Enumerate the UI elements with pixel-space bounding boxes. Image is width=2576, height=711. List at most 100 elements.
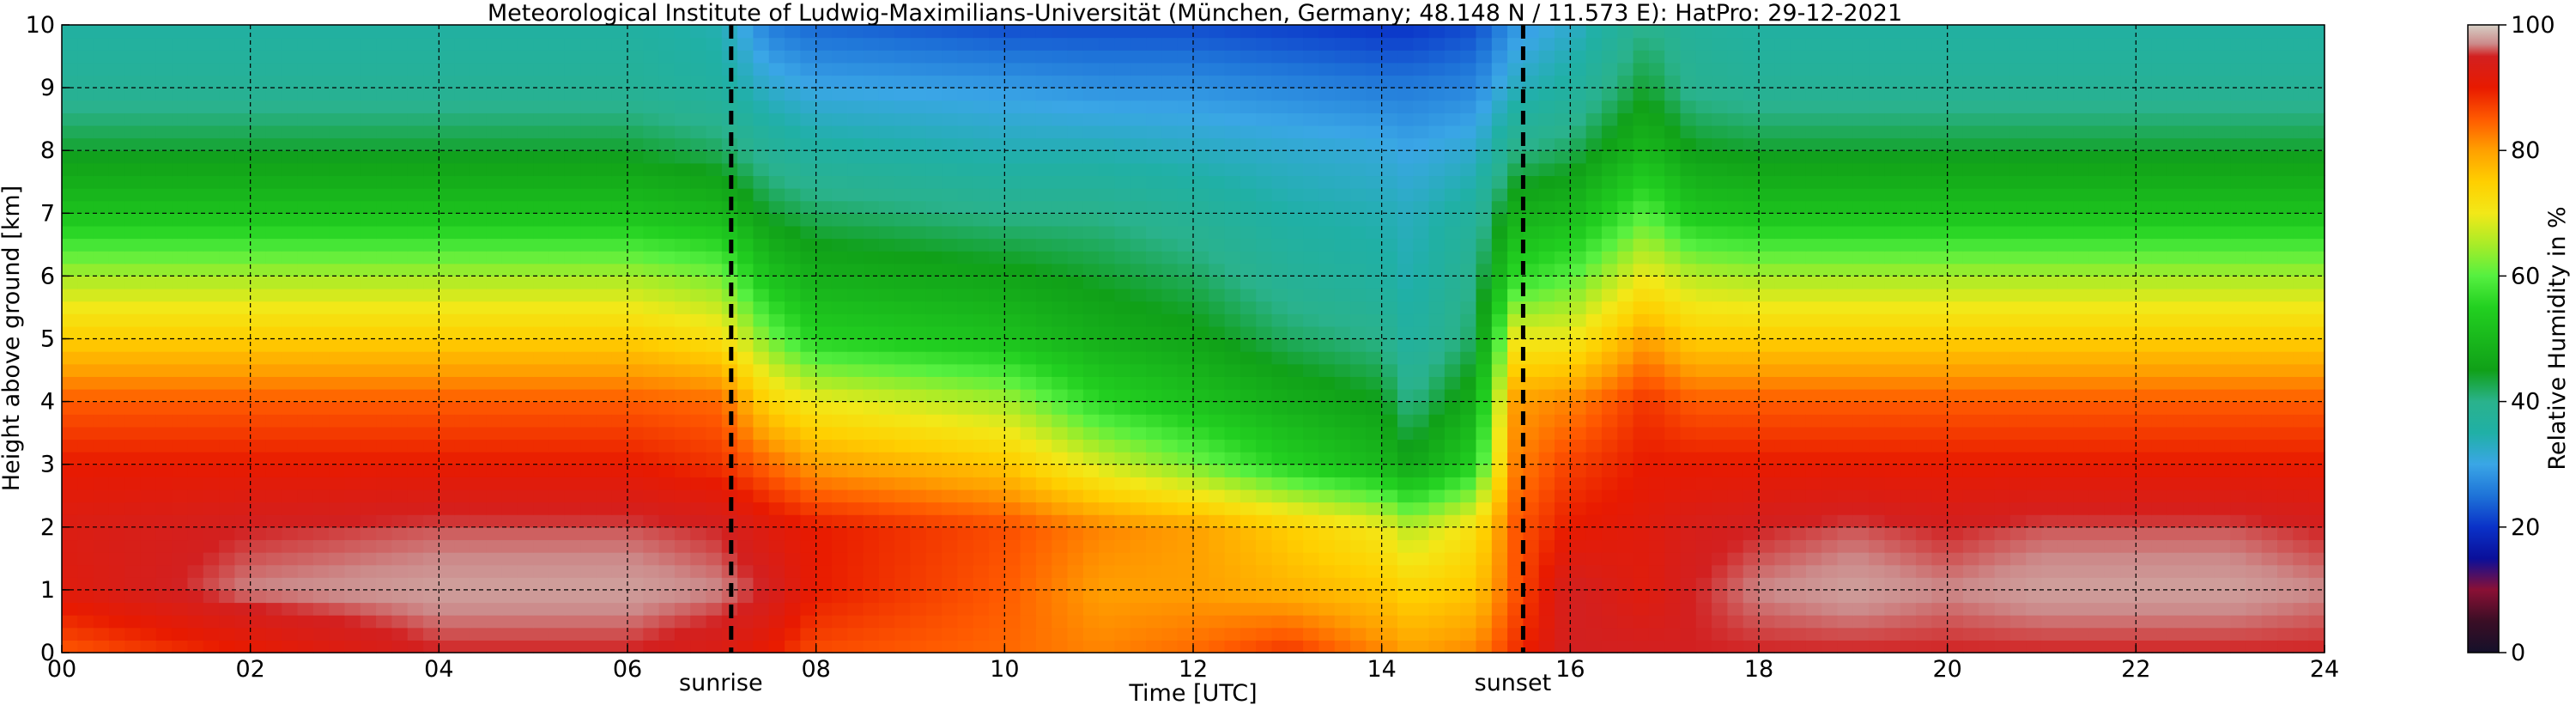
heatmap-cell bbox=[1869, 364, 1885, 377]
heatmap-cell bbox=[62, 590, 78, 603]
heatmap-cell bbox=[1900, 239, 1917, 252]
heatmap-cell bbox=[753, 489, 769, 502]
heatmap-cell bbox=[1146, 351, 1162, 364]
heatmap-cell bbox=[989, 264, 1005, 276]
heatmap-cell bbox=[706, 313, 723, 326]
heatmap-cell bbox=[1366, 376, 1382, 389]
heatmap-cell bbox=[391, 577, 408, 590]
heatmap-cell bbox=[533, 226, 549, 239]
heatmap-cell bbox=[1931, 465, 1948, 477]
heatmap-cell bbox=[2120, 439, 2137, 452]
heatmap-cell bbox=[612, 301, 628, 314]
heatmap-cell bbox=[1382, 590, 1398, 603]
heatmap-cell bbox=[1445, 427, 1461, 440]
heatmap-cell bbox=[1884, 577, 1900, 590]
heatmap-cell bbox=[957, 628, 973, 641]
heatmap-cell bbox=[423, 514, 439, 527]
heatmap-cell bbox=[1288, 439, 1304, 452]
heatmap-cell bbox=[2152, 264, 2168, 276]
heatmap-cell bbox=[1743, 452, 1760, 465]
heatmap-cell bbox=[141, 239, 157, 252]
heatmap-cell bbox=[1413, 565, 1429, 578]
heatmap-cell bbox=[486, 376, 502, 389]
heatmap-cell bbox=[737, 213, 754, 226]
heatmap-cell bbox=[94, 326, 110, 339]
heatmap-cell bbox=[1617, 364, 1633, 377]
heatmap-cell bbox=[1948, 465, 1964, 477]
heatmap-cell bbox=[675, 289, 691, 301]
heatmap-cell bbox=[1397, 552, 1414, 565]
heatmap-cell bbox=[2088, 239, 2105, 252]
heatmap-cell bbox=[1539, 226, 1555, 239]
heatmap-cell bbox=[329, 590, 345, 603]
heatmap-cell bbox=[549, 465, 565, 477]
heatmap-cell bbox=[251, 539, 267, 552]
heatmap-cell bbox=[1256, 301, 1272, 314]
heatmap-cell bbox=[690, 289, 706, 301]
heatmap-cell bbox=[1021, 640, 1037, 653]
heatmap-cell bbox=[455, 514, 471, 527]
heatmap-cell bbox=[2262, 313, 2278, 326]
heatmap-cell bbox=[565, 465, 581, 477]
heatmap-cell bbox=[1382, 477, 1398, 489]
heatmap-cell bbox=[486, 489, 502, 502]
heatmap-cell bbox=[1838, 577, 1854, 590]
heatmap-cell bbox=[203, 577, 220, 590]
heatmap-cell bbox=[1225, 590, 1241, 603]
heatmap-cell bbox=[957, 465, 973, 477]
heatmap-cell bbox=[1350, 351, 1367, 364]
heatmap-cell bbox=[911, 527, 927, 540]
heatmap-cell bbox=[957, 514, 973, 527]
heatmap-cell bbox=[864, 603, 880, 616]
heatmap-cell bbox=[141, 414, 157, 427]
heatmap-cell bbox=[1523, 489, 1539, 502]
heatmap-cell bbox=[423, 590, 439, 603]
heatmap-cell bbox=[1821, 477, 1838, 489]
heatmap-cell bbox=[911, 313, 927, 326]
heatmap-cell bbox=[1869, 577, 1885, 590]
heatmap-cell bbox=[1303, 276, 1319, 289]
heatmap-cell bbox=[376, 414, 392, 427]
heatmap-cell bbox=[753, 628, 769, 641]
heatmap-cell bbox=[973, 615, 990, 628]
heatmap-cell bbox=[1570, 313, 1586, 326]
heatmap-cell bbox=[2010, 326, 2027, 339]
heatmap-cell bbox=[109, 276, 125, 289]
heatmap-cell bbox=[580, 301, 597, 314]
heatmap-cell bbox=[1806, 427, 1822, 440]
heatmap-cell bbox=[1335, 339, 1351, 352]
heatmap-cell bbox=[1068, 640, 1084, 653]
heatmap-cell bbox=[298, 640, 314, 653]
heatmap-cell bbox=[675, 514, 691, 527]
heatmap-cell bbox=[2183, 251, 2199, 264]
heatmap-cell bbox=[1696, 640, 1712, 653]
heatmap-cell bbox=[1429, 465, 1446, 477]
heatmap-cell bbox=[1318, 364, 1335, 377]
heatmap-cell bbox=[1272, 590, 1288, 603]
heatmap-cell bbox=[1161, 565, 1178, 578]
heatmap-cell bbox=[2088, 565, 2105, 578]
heatmap-cell bbox=[864, 351, 880, 364]
heatmap-cell bbox=[2088, 226, 2105, 239]
heatmap-cell bbox=[2183, 427, 2199, 440]
heatmap-cell bbox=[1539, 615, 1555, 628]
heatmap-cell bbox=[1523, 640, 1539, 653]
heatmap-cell bbox=[1979, 489, 1995, 502]
heatmap-cell bbox=[282, 489, 298, 502]
heatmap-cell bbox=[1821, 427, 1838, 440]
heatmap-cell bbox=[2058, 590, 2074, 603]
heatmap-cell bbox=[1272, 539, 1288, 552]
heatmap-cell bbox=[391, 427, 408, 440]
heatmap-cell bbox=[706, 539, 723, 552]
heatmap-cell bbox=[486, 615, 502, 628]
heatmap-cell bbox=[1397, 351, 1414, 364]
heatmap-cell bbox=[124, 376, 141, 389]
heatmap-cell bbox=[329, 301, 345, 314]
heatmap-cell bbox=[1021, 502, 1037, 515]
heatmap-cell bbox=[94, 615, 110, 628]
heatmap-cell bbox=[2058, 552, 2074, 565]
heatmap-cell bbox=[1099, 640, 1115, 653]
heatmap-cell bbox=[187, 590, 203, 603]
heatmap-cell bbox=[423, 477, 439, 489]
heatmap-cell bbox=[2058, 376, 2074, 389]
